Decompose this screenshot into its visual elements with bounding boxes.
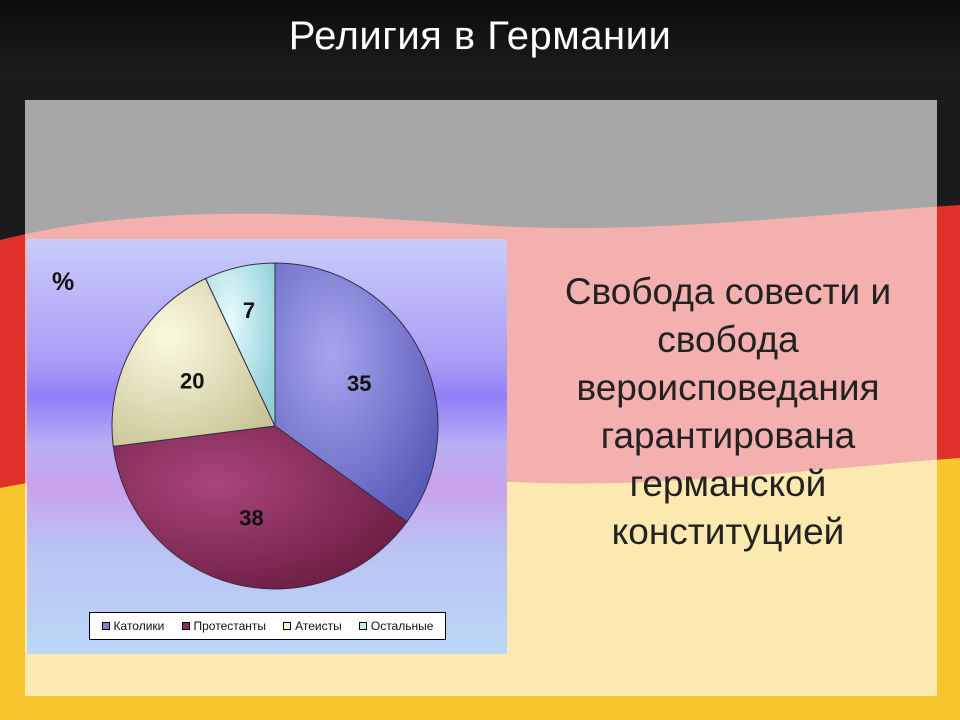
legend-swatch bbox=[283, 622, 292, 630]
slice-value-label: 7 bbox=[243, 298, 255, 323]
pie-slice-2 bbox=[112, 425, 408, 590]
pie-slice-3 bbox=[111, 277, 276, 447]
slice-value-label: 38 bbox=[239, 506, 263, 531]
legend-label: Католики bbox=[113, 619, 165, 633]
slice-value-label: 35 bbox=[347, 371, 371, 396]
legend-item: Атеисты bbox=[283, 619, 342, 633]
statement-text: Свобода совести и свобода вероисповедани… bbox=[564, 271, 892, 552]
legend-item: Остальные bbox=[358, 619, 434, 633]
pie-chart: 35 38 20 7 bbox=[111, 262, 439, 590]
pie-slice-4 bbox=[204, 262, 276, 427]
legend-swatch bbox=[181, 622, 190, 630]
legend-swatch bbox=[358, 622, 367, 630]
legend-label: Атеисты bbox=[295, 619, 342, 633]
slice-value-label: 20 bbox=[180, 369, 204, 394]
legend-item: Протестанты bbox=[181, 619, 267, 633]
unit-label: % bbox=[52, 268, 75, 296]
chart-area: 35 38 20 7 bbox=[27, 239, 507, 654]
legend-label: Протестанты bbox=[193, 619, 267, 633]
legend-label: Остальные bbox=[370, 619, 434, 633]
title-bar: Религия в Германии bbox=[0, 0, 960, 78]
legend-item: Католики bbox=[101, 619, 165, 633]
page-title: Религия в Германии bbox=[288, 14, 672, 58]
chart-legend: Католики Протестанты Атеисты Остальные bbox=[89, 612, 446, 640]
pie-slice-1 bbox=[274, 262, 439, 523]
legend-swatch bbox=[101, 622, 110, 630]
